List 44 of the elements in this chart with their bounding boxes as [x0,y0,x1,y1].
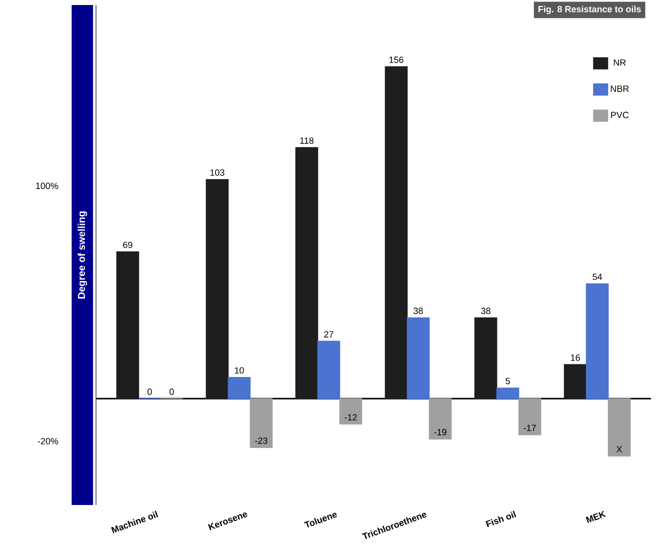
data-label: 16 [570,354,580,361]
bar [384,66,408,400]
data-label: 118 [300,137,314,144]
data-label: 0 [148,388,152,395]
data-label: 27 [324,331,334,338]
y-tick-label: 100% [36,182,58,190]
bar [564,364,587,400]
data-label: -12 [344,414,357,420]
legend-label: PVC [611,112,629,118]
data-label: -23 [255,437,268,444]
data-label: -19 [434,428,446,436]
bar [116,251,140,400]
bar [496,388,520,400]
data-label: 10 [234,367,244,374]
bar [317,340,340,400]
data-label: 103 [210,169,224,176]
bar [295,147,318,400]
data-label: -17 [524,424,536,432]
x-tick-label: Toluene [304,512,337,528]
bar [608,398,631,456]
data-label: 5 [506,378,510,384]
data-label: 38 [414,308,423,314]
bar [206,179,229,400]
bar [428,398,452,440]
x-tick-label: MEK [586,510,606,524]
data-label: 69 [123,242,132,248]
data-label: 38 [481,308,490,314]
data-label: 156 [389,56,404,63]
bar [586,283,609,400]
data-label: 0 [170,388,174,395]
data-label: X [616,446,622,452]
bar [228,376,251,400]
legend-label: NBR [610,86,629,92]
bar [339,398,362,425]
bar [474,317,498,400]
bar [406,317,430,400]
bar [518,398,542,436]
chart-title: Fig. 8 Resistance to oils [538,6,641,14]
legend-label: NR [614,59,626,66]
x-tick-label: Fish oil [486,510,516,528]
data-label: 54 [592,274,602,280]
y-tick-label: -20% [38,438,58,444]
y-axis-title: Degree of swelling [78,211,88,299]
bar [250,398,273,448]
